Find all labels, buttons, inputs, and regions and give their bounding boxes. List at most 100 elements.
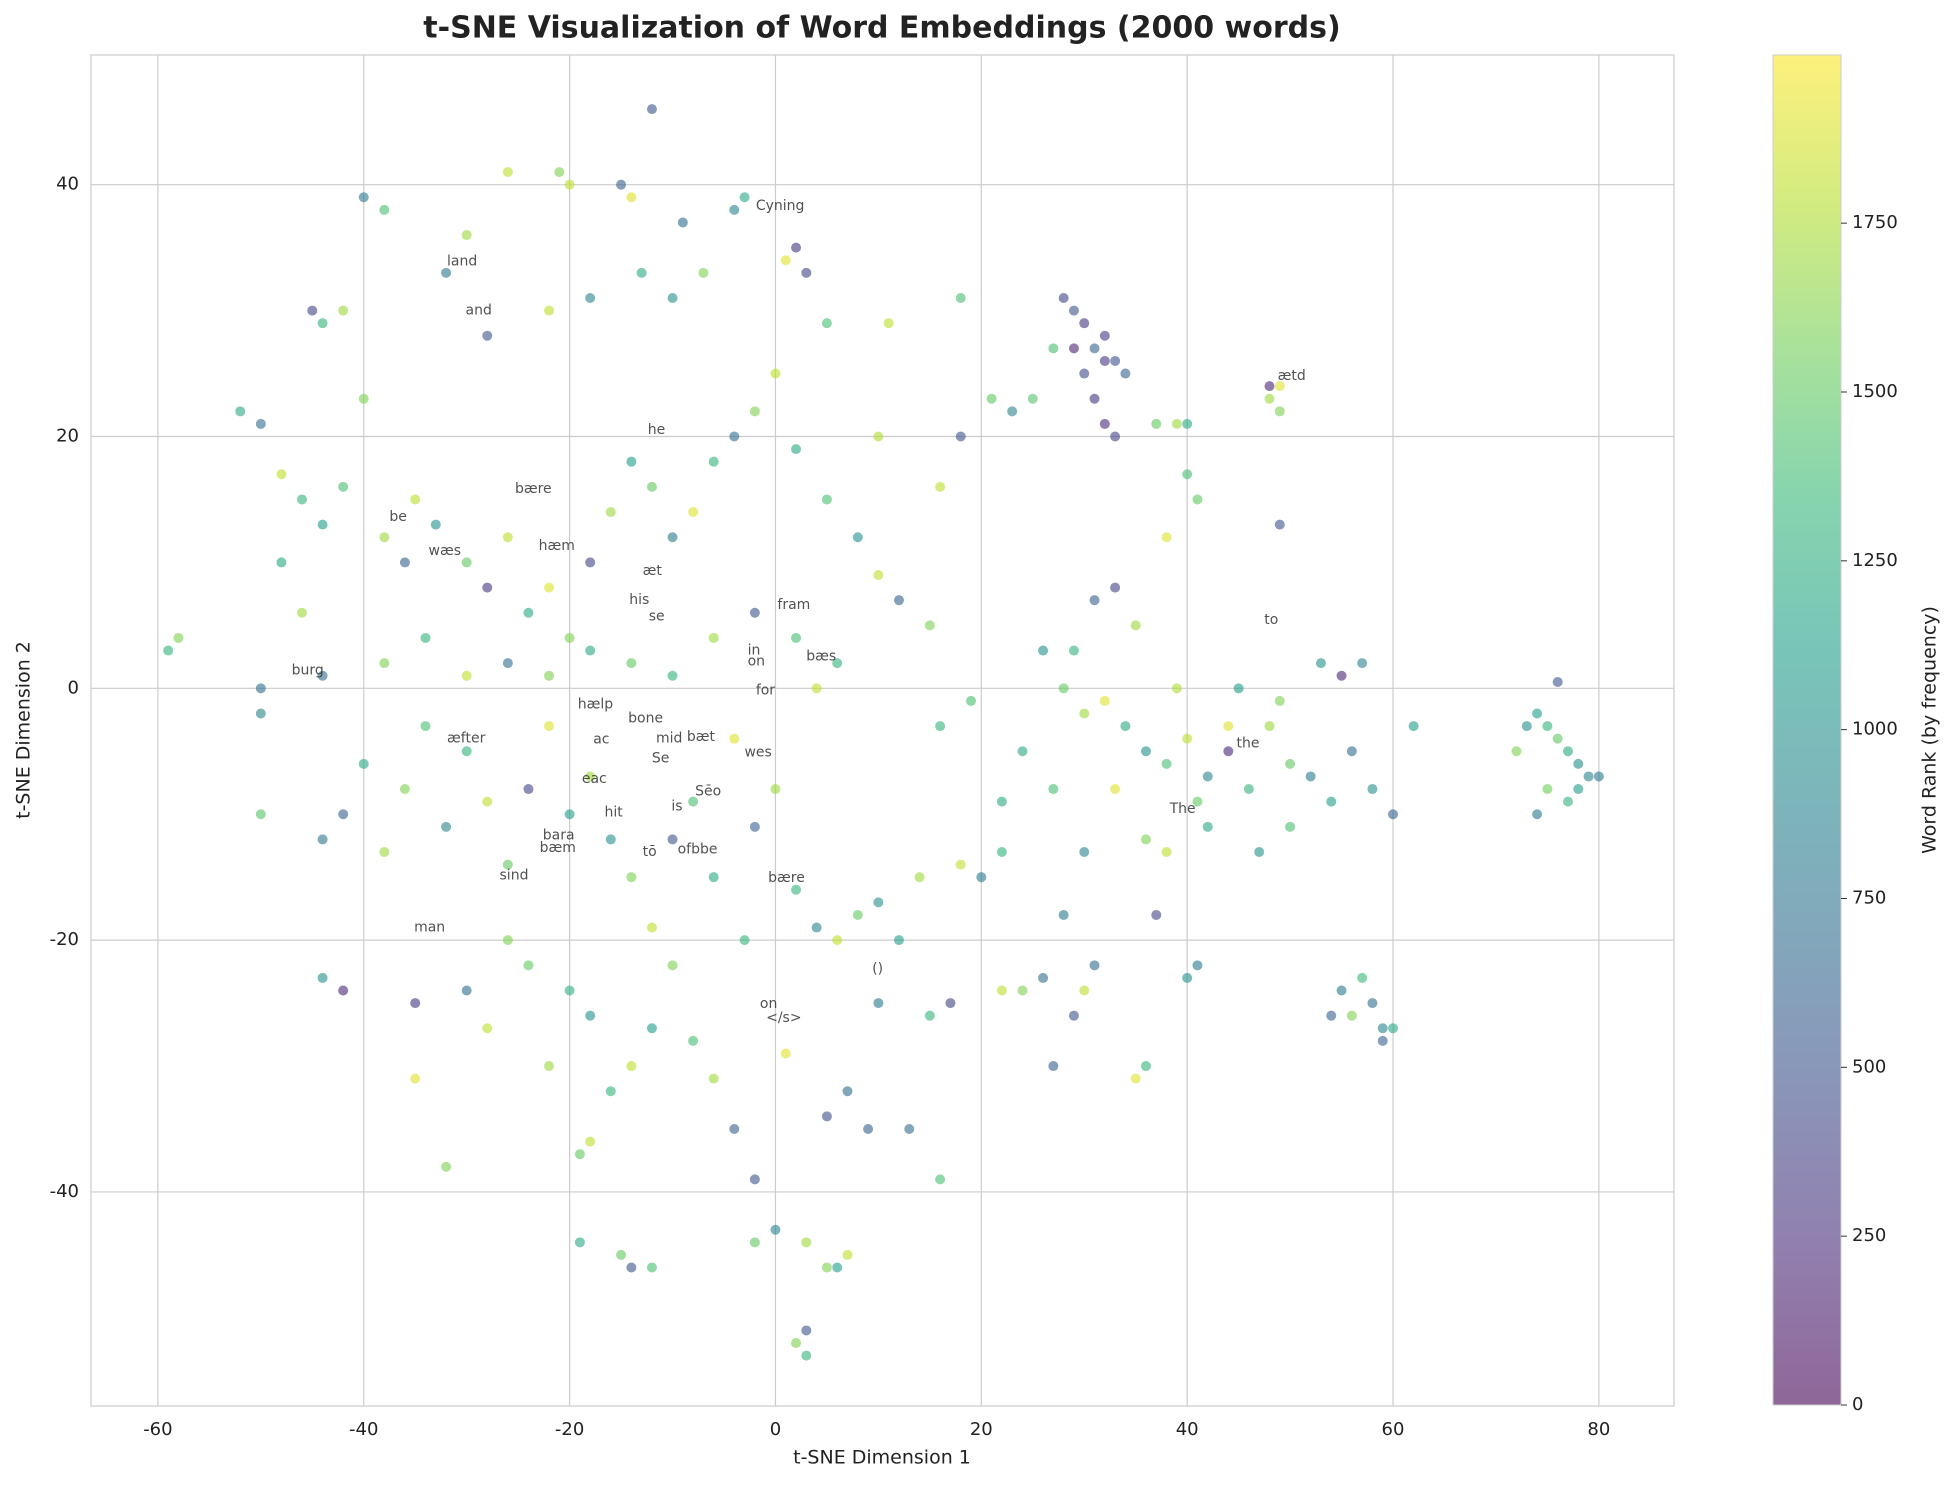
scatter-point [935,481,946,492]
scatter-point [1038,645,1049,656]
scatter-point [1089,595,1100,606]
x-tick-label: -40 [349,1419,378,1440]
scatter-point [677,217,688,228]
points [163,104,1604,1361]
scatter-point [1089,393,1100,404]
scatter-point [729,1124,740,1135]
scatter-point [1562,746,1573,757]
scatter-point [646,481,657,492]
x-tick-label: 0 [770,1419,781,1440]
word-annotation: eac [582,771,607,787]
scatter-point [708,632,719,643]
scatter-point [626,872,637,883]
word-annotation: ac [593,732,609,748]
scatter-point [255,708,266,719]
word-annotation: his [629,592,649,608]
scatter-point [564,632,575,643]
scatter-point [1151,909,1162,920]
scatter-point [1007,406,1018,417]
scatter-point [276,557,287,568]
scatter-point [1038,972,1049,983]
scatter-point [1068,645,1079,656]
scatter-point [1511,746,1522,757]
colorbar-tick-label: 1500 [1852,381,1898,402]
x-tick-label: 80 [1587,1419,1610,1440]
scatter-point [955,431,966,442]
scatter-point [1017,746,1028,757]
scatter-point [544,1061,555,1072]
scatter-point [646,1262,657,1273]
scatter-point [842,1249,853,1260]
x-tick-label: -20 [555,1419,584,1440]
scatter-point [1130,620,1141,631]
scatter-point [1336,985,1347,996]
scatter-point [749,821,760,832]
scatter-point [1573,784,1584,795]
x-tick-label: 60 [1382,1419,1405,1440]
scatter-point [1079,708,1090,719]
scatter-point [1408,721,1419,732]
word-annotation: for [756,683,775,699]
word-annotation: bæs [806,649,836,665]
scatter-point [1336,670,1347,681]
scatter-point [770,1224,781,1235]
colorbar-tick-label: 500 [1852,1056,1886,1077]
scatter-point [461,985,472,996]
scatter-point [523,960,534,971]
scatter-point [667,293,678,304]
plot-frame [90,54,1675,1407]
word-annotation: the [1236,735,1259,751]
scatter-point [1377,1023,1388,1034]
scatter-point [1274,519,1285,530]
colorbar-tick-label: 250 [1852,1225,1886,1246]
scatter-point [791,632,802,643]
scatter-point [1027,393,1038,404]
scatter-point [317,519,328,530]
scatter-point [832,935,843,946]
scatter-point [852,909,863,920]
scatter-point [1346,746,1357,757]
scatter-point [1068,305,1079,316]
scatter-point [1110,431,1121,442]
scatter-point [605,507,616,518]
scatter-point [1305,771,1316,782]
scatter-point [338,809,349,820]
scatter-point [986,393,997,404]
scatter-point [1048,1061,1059,1072]
scatter-point [1367,784,1378,795]
scatter-point [1326,1010,1337,1021]
scatter-point [585,1010,596,1021]
scatter-point [626,1262,637,1273]
scatter-point [1274,381,1285,392]
scatter-point [585,293,596,304]
scatter-point [1542,784,1553,795]
scatter-point [1542,721,1553,732]
scatter-point [379,532,390,543]
scatter-point [482,1023,493,1034]
scatter-point [317,834,328,845]
scatter-point [904,1124,915,1135]
scatter-point [636,267,647,278]
scatter-point [255,809,266,820]
scatter-point [708,872,719,883]
scatter-point [924,620,935,631]
scatter-point [821,318,832,329]
scatter-point [461,746,472,757]
scatter-point [1161,847,1172,858]
scatter-point [358,758,369,769]
scatter-point [255,683,266,694]
word-annotation: se [649,608,665,624]
scatter-point [749,1174,760,1185]
scatter-point [1192,960,1203,971]
scatter-point [379,204,390,215]
scatter-point [1151,418,1162,429]
scatter-point [410,998,421,1009]
scatter-point [605,1086,616,1097]
scatter-point [585,771,596,782]
scatter-point [1130,1073,1141,1084]
word-annotation: tō [643,844,657,860]
scatter-point [729,431,740,442]
scatter-point [410,494,421,505]
scatter-point [1120,368,1131,379]
scatter-point [1079,368,1090,379]
